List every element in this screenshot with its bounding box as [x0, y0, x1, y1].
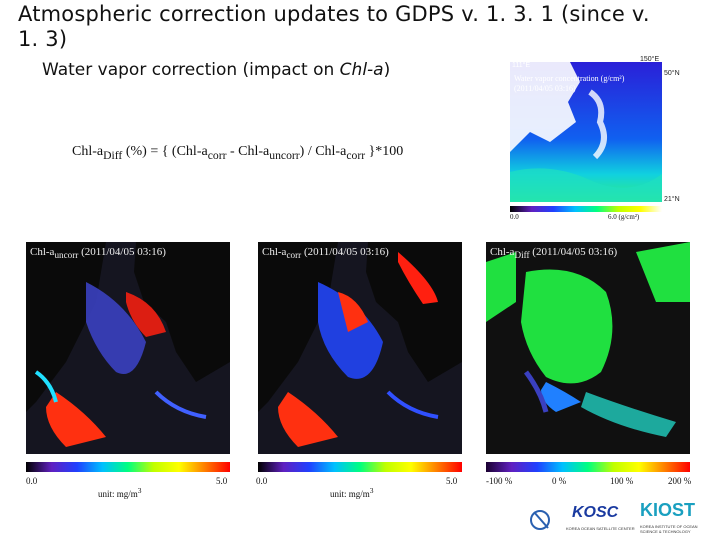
chl-uncorr-map: Chl-auncorr (2011/04/05 03:16): [26, 242, 230, 454]
water-vapor-map: Water vapor concentration (g/cm²) (2011/…: [510, 62, 662, 202]
water-vapor-colorbar: [510, 206, 662, 212]
kosc-subtext: KOREA OCEAN SATELLITE CENTER: [566, 526, 635, 531]
chl-corr-scale-min: 0.0: [256, 476, 268, 486]
chl-diff-label: Chl-aDiff (2011/04/05 03:16): [490, 246, 618, 261]
subtitle-prefix: Water vapor correction (impact on: [42, 60, 340, 80]
chl-diff-tick-0: -100 %: [486, 476, 513, 486]
chl-uncorr-label: Chl-auncorr (2011/04/05 03:16): [30, 246, 166, 261]
slide-subtitle: Water vapor correction (impact on Chl-a): [42, 60, 390, 80]
kosc-logo: KOSC: [572, 504, 619, 521]
chl-uncorr-colorbar: [26, 462, 230, 472]
wv-scale-max: 6.0 (g/cm²): [608, 213, 640, 221]
chl-diff-colorbar: [486, 462, 690, 472]
chl-corr-scale-max: 5.0: [446, 476, 458, 486]
chl-diff-tick-2: 100 %: [610, 476, 634, 486]
subtitle-italic: Chl-a: [339, 60, 384, 80]
chl-corr-field: [258, 242, 462, 454]
water-vapor-title: Water vapor concentration (g/cm²) (2011/…: [514, 74, 624, 94]
water-vapor-title-line2: (2011/04/05 03:16): [514, 84, 576, 93]
chl-diff-field: [486, 242, 690, 454]
chl-corr-colorbar: [258, 462, 462, 472]
kiost-logo: KIOST: [640, 500, 696, 520]
chl-corr-label: Chl-acorr (2011/04/05 03:16): [262, 246, 389, 261]
chl-corr-unit: unit: mg/m3: [330, 486, 374, 499]
wv-lon-right: 150°E: [640, 56, 660, 63]
chl-diff-map: Chl-aDiff (2011/04/05 03:16): [486, 242, 690, 454]
wv-lat-top: 50°N: [664, 70, 680, 77]
chl-uncorr-scale-max: 5.0: [216, 476, 228, 486]
water-vapor-field: [510, 62, 662, 202]
chl-diff-tick-1: 0 %: [552, 476, 567, 486]
kiost-subtext: KOREA INSTITUTE OF OCEAN SCIENCE & TECHN…: [640, 524, 698, 534]
chl-uncorr-unit: unit: mg/m3: [98, 486, 142, 499]
satellite-emblem-icon: [522, 504, 562, 534]
slide-title: Atmospheric correction updates to GDPS v…: [18, 2, 650, 51]
chl-uncorr-field: [26, 242, 230, 454]
chl-corr-map: Chl-acorr (2011/04/05 03:16): [258, 242, 462, 454]
wv-lat-bottom: 21°N: [664, 196, 680, 203]
wv-scale-min: 0.0: [510, 213, 519, 221]
wv-lon-left: 111°E: [512, 62, 531, 69]
chl-diff-formula: Chl-aDiff (%) = { (Chl-acorr - Chl-aunco…: [72, 144, 404, 162]
chl-uncorr-scale-min: 0.0: [26, 476, 38, 486]
chl-diff-tick-3: 200 %: [668, 476, 692, 486]
water-vapor-title-line1: Water vapor concentration (g/cm²): [514, 74, 625, 83]
subtitle-suffix: ): [383, 60, 391, 80]
